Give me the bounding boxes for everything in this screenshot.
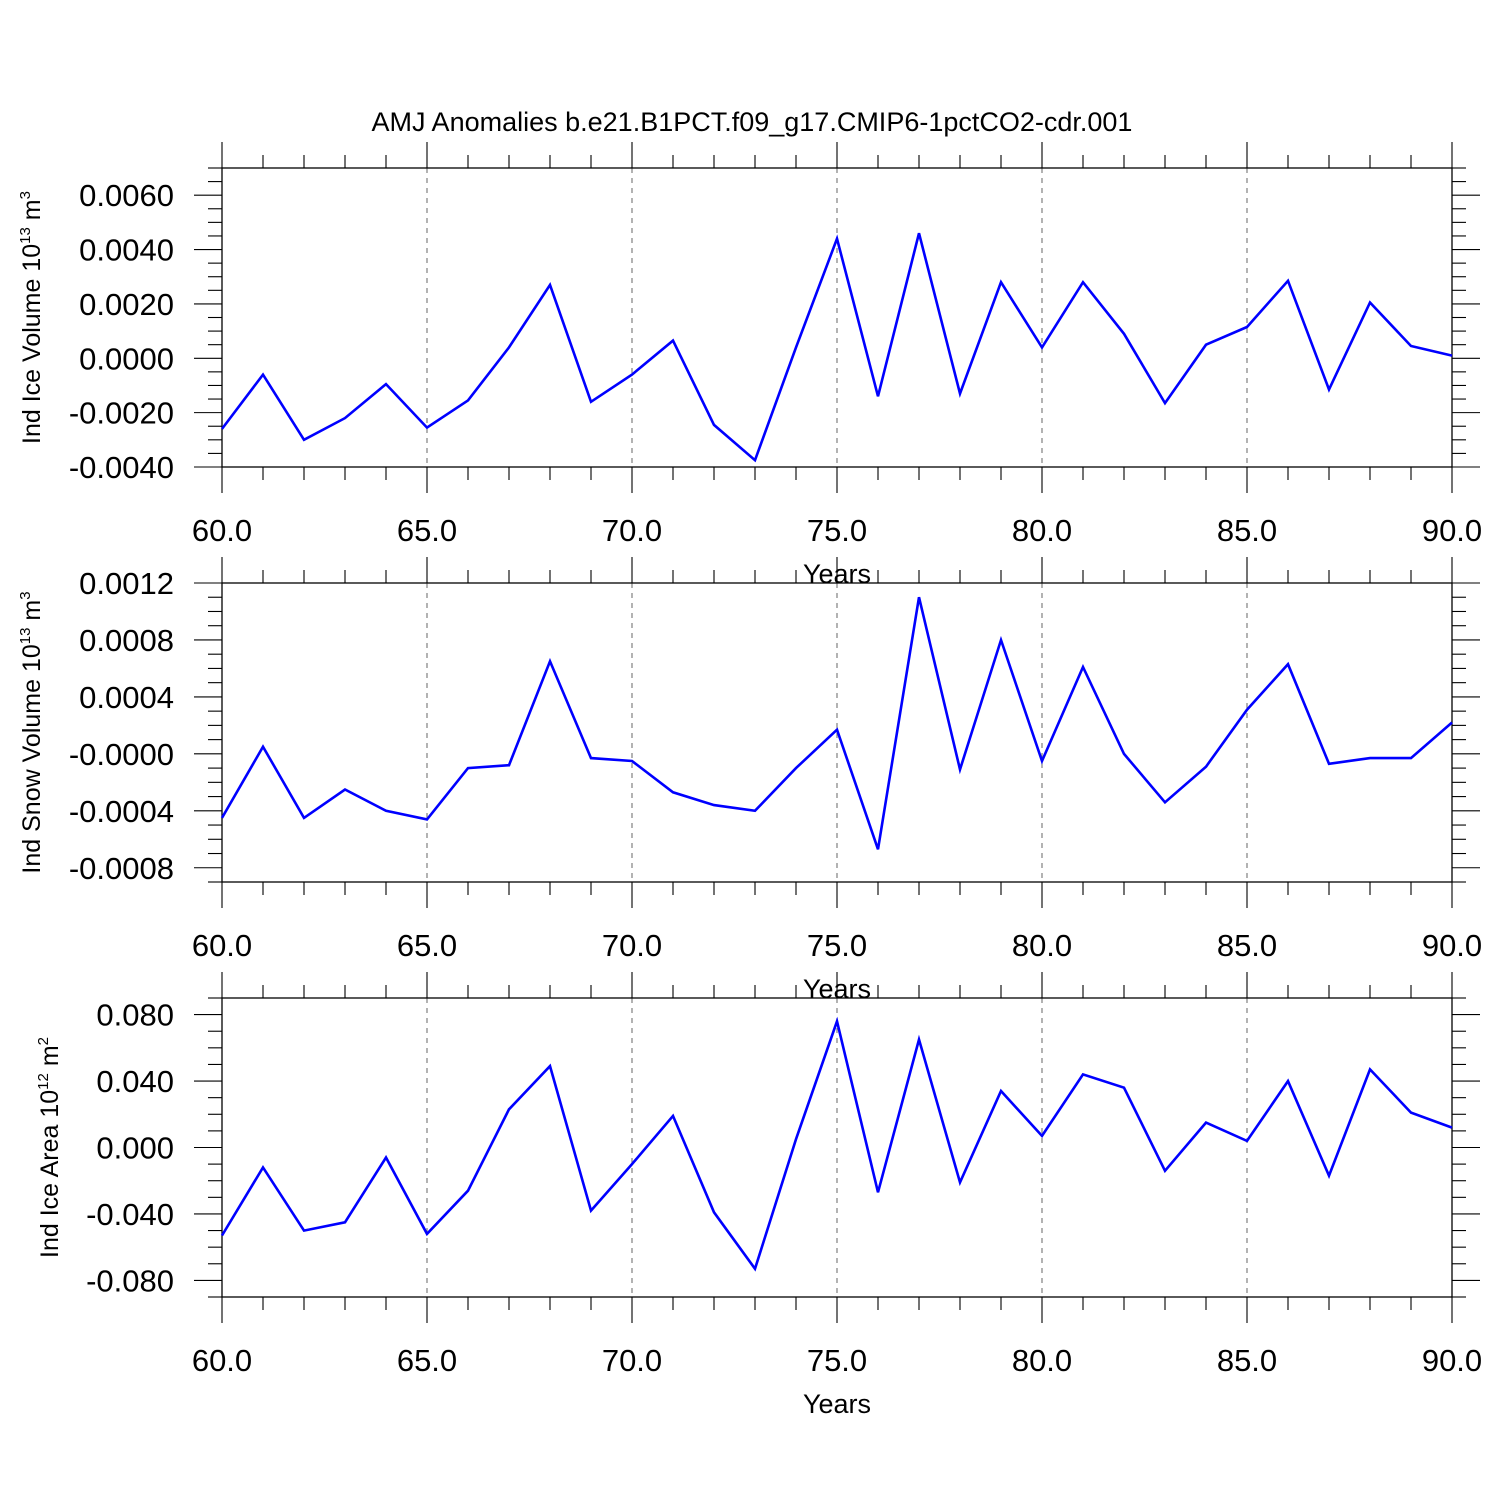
x-tick-label: 70.0 xyxy=(602,1343,662,1378)
y-tick-label: -0.0020 xyxy=(69,396,174,431)
chart-title: AMJ Anomalies b.e21.B1PCT.f09_g17.CMIP6-… xyxy=(372,107,1133,137)
x-tick-label: 75.0 xyxy=(807,1343,867,1378)
x-tick-label: 70.0 xyxy=(602,928,662,963)
x-tick-label: 60.0 xyxy=(192,1343,252,1378)
x-tick-label: 80.0 xyxy=(1012,1343,1072,1378)
x-tick-label: 80.0 xyxy=(1012,928,1072,963)
y-tick-label: 0.0020 xyxy=(79,287,174,322)
x-tick-label: 85.0 xyxy=(1217,928,1277,963)
panel-2: -0.0008 -0.0004 -0.0000 0.0004 0.0008 0.0012 6… xyxy=(17,557,1482,1004)
y-tick-label: -0.040 xyxy=(86,1197,174,1232)
y-tick-label: 0.0000 xyxy=(79,341,174,376)
y-tick-label: 0.0040 xyxy=(79,233,174,268)
x-tick-label: 75.0 xyxy=(807,928,867,963)
y-axis-label: Ind Ice Area 1012 m2 xyxy=(35,1037,64,1258)
y-tick-label: -0.080 xyxy=(86,1263,174,1298)
x-tick-label: 90.0 xyxy=(1422,1343,1482,1378)
series-line xyxy=(220,596,1453,850)
y-axis-label: Ind Snow Volume 1013 m3 xyxy=(17,591,46,873)
x-tick-label: 75.0 xyxy=(807,513,867,548)
panel-3: -0.080 -0.040 0.000 0.040 0.080 60.0 65.0 70.0 7… xyxy=(35,972,1482,1419)
y-tick-label: -0.0000 xyxy=(69,737,174,772)
y-tick-label: 0.0060 xyxy=(79,178,174,213)
y-tick-label: -0.0004 xyxy=(69,794,174,829)
x-tick-label: 60.0 xyxy=(192,513,252,548)
x-tick-label: 90.0 xyxy=(1422,513,1482,548)
y-tick-label: 0.0004 xyxy=(79,680,174,715)
x-tick-label: 60.0 xyxy=(192,928,252,963)
series-line xyxy=(220,232,1453,463)
panel-1: -0.0040 -0.0020 0.0000 0.0020 0.0040 0.0060 60… xyxy=(17,142,1482,589)
x-tick-label: 65.0 xyxy=(397,513,457,548)
y-axis-label: Ind Ice Volume 1013 m3 xyxy=(17,191,46,444)
y-tick-label: 0.000 xyxy=(96,1131,174,1166)
y-tick-label: -0.0008 xyxy=(69,851,174,886)
y-tick-label: 0.0008 xyxy=(79,623,174,658)
y-tick-label: 0.040 xyxy=(96,1064,174,1099)
series-line xyxy=(220,1016,1453,1272)
x-axis-label: Years xyxy=(803,1389,871,1419)
x-tick-label: 65.0 xyxy=(397,928,457,963)
x-tick-label: 85.0 xyxy=(1217,1343,1277,1378)
y-tick-label: 0.0012 xyxy=(79,566,174,601)
x-tick-label: 90.0 xyxy=(1422,928,1482,963)
panels: -0.0040 -0.0020 0.0000 0.0020 0.0040 0.0060 60… xyxy=(17,142,1482,1419)
y-tick-label: -0.0040 xyxy=(69,450,174,485)
x-tick-label: 80.0 xyxy=(1012,513,1072,548)
x-tick-label: 70.0 xyxy=(602,513,662,548)
x-tick-label: 65.0 xyxy=(397,1343,457,1378)
x-tick-label: 85.0 xyxy=(1217,513,1277,548)
y-tick-label: 0.080 xyxy=(96,998,174,1033)
